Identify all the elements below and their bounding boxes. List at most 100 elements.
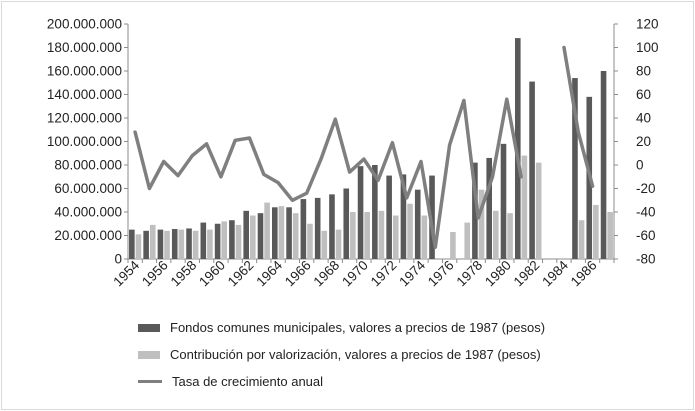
bar-contribucion (364, 212, 370, 259)
x-tick-label: 1974 (396, 257, 428, 289)
bar-fondos (271, 207, 278, 259)
x-tick-label: 1980 (482, 258, 514, 290)
bar-contribucion (335, 229, 342, 259)
bar-contribucion (464, 222, 471, 259)
bar-contribucion (178, 229, 185, 259)
y-left-tick-label: 80.000.000 (54, 158, 122, 173)
bar-contribucion (450, 231, 456, 259)
bar-contribucion (392, 215, 399, 259)
y-right-tick-label: 20 (636, 134, 651, 149)
legend-swatch-contribucion (138, 350, 160, 359)
x-tick-label: 1956 (139, 258, 171, 290)
legend-swatch-tasa (138, 380, 162, 383)
bar-contribucion (221, 221, 228, 259)
bar-fondos (143, 230, 149, 259)
x-tick-label: 1962 (225, 258, 257, 290)
bar-fondos (186, 228, 192, 259)
y-left-tick-label: 120.000.000 (47, 111, 122, 126)
bar-fondos (214, 223, 221, 259)
bar-contribucion (507, 213, 513, 259)
x-tick-label: 1960 (196, 258, 228, 290)
x-tick-label: 1972 (368, 258, 400, 290)
bar-fondos (372, 165, 378, 259)
legend-item-tasa: Tasa de crecimiento anual (138, 374, 323, 389)
y-left-tick-label: 140.000.000 (47, 87, 122, 102)
bar-fondos (257, 213, 264, 259)
x-tick-label: 1984 (539, 257, 571, 289)
y-right-tick-label: -60 (636, 228, 656, 243)
bar-contribucion (307, 223, 313, 259)
bar-contribucion (192, 230, 199, 259)
line-tasa-crecimiento (562, 45, 595, 188)
x-tick-label: 1982 (511, 258, 543, 290)
bar-contribucion (478, 189, 485, 259)
bar-fondos (357, 166, 364, 259)
bar-fondos (329, 194, 335, 259)
bar-contribucion (164, 230, 170, 259)
bar-contribucion (207, 229, 213, 259)
legend-item-contribucion: Contribución por valorización, valores a… (138, 347, 541, 362)
bar-fondos (529, 81, 535, 259)
bar-fondos (286, 207, 292, 259)
legend-swatch-fondos (138, 323, 160, 332)
x-tick-label: 1964 (253, 257, 285, 289)
line-tasa-crecimiento (133, 97, 523, 250)
x-tick-label: 1976 (425, 258, 457, 290)
y-left-tick-label: 160.000.000 (47, 64, 122, 79)
bar-contribucion (264, 202, 270, 259)
legend-label-tasa: Tasa de crecimiento anual (172, 374, 324, 389)
y-left-tick-label: 200.000.000 (47, 17, 122, 32)
bar-fondos (200, 222, 207, 259)
x-tick-label: 1968 (311, 258, 343, 290)
y-right-tick-label: -20 (636, 181, 656, 196)
y-right-tick-label: -40 (636, 205, 656, 220)
y-left-tick-label: 20.000.000 (54, 228, 122, 243)
bar-contribucion (350, 212, 356, 259)
bar-contribucion (250, 215, 256, 259)
bar-fondos (243, 210, 249, 259)
bar-fondos (171, 229, 178, 259)
y-left-tick-label: 60.000.000 (54, 181, 122, 196)
y-right-tick-label: 40 (636, 111, 651, 126)
bar-contribucion (407, 203, 413, 259)
x-tick-label: 1970 (339, 258, 371, 290)
bar-fondos (600, 71, 607, 259)
x-tick-label: 1958 (168, 258, 200, 290)
bar-fondos (400, 174, 407, 259)
x-tick-label: 1986 (568, 258, 600, 290)
bar-contribucion (378, 210, 385, 259)
bar-fondos (572, 78, 578, 259)
bar-fondos (157, 229, 164, 259)
bar-fondos (129, 229, 135, 259)
bar-contribucion (292, 213, 299, 259)
bar-fondos (386, 175, 392, 259)
y-right-tick-label: 120 (636, 17, 659, 32)
legend-label-fondos: Fondos comunes municipales, valores a pr… (170, 320, 546, 335)
bar-fondos (314, 197, 321, 259)
bar-fondos (229, 220, 235, 259)
y-right-tick-label: 0 (636, 158, 644, 173)
bar-contribucion (578, 220, 585, 259)
x-tick-label: 1966 (282, 258, 314, 290)
bar-fondos (343, 188, 350, 259)
y-right-tick-label: 60 (636, 87, 651, 102)
y-right-tick-label: 80 (636, 64, 651, 79)
y-left-tick-label: 180.000.000 (47, 40, 122, 55)
bar-contribucion (493, 210, 499, 259)
bar-contribucion (593, 204, 599, 259)
bar-contribucion (607, 212, 613, 259)
y-left-tick-label: 100.000.000 (47, 134, 122, 149)
y-right-tick-label: -80 (636, 252, 656, 267)
x-tick-label: 1978 (453, 258, 485, 290)
bar-contribucion (321, 230, 328, 259)
bar-contribucion (278, 206, 285, 259)
y-right-tick-label: 100 (636, 40, 659, 55)
y-left-tick-label: 0 (114, 252, 122, 267)
bar-contribucion (535, 162, 542, 259)
bar-fondos (500, 143, 507, 259)
legend-label-contribucion: Contribución por valorización, valores a… (170, 347, 541, 362)
y-left-tick-label: 40.000.000 (54, 205, 122, 220)
bar-contribucion (135, 234, 142, 259)
